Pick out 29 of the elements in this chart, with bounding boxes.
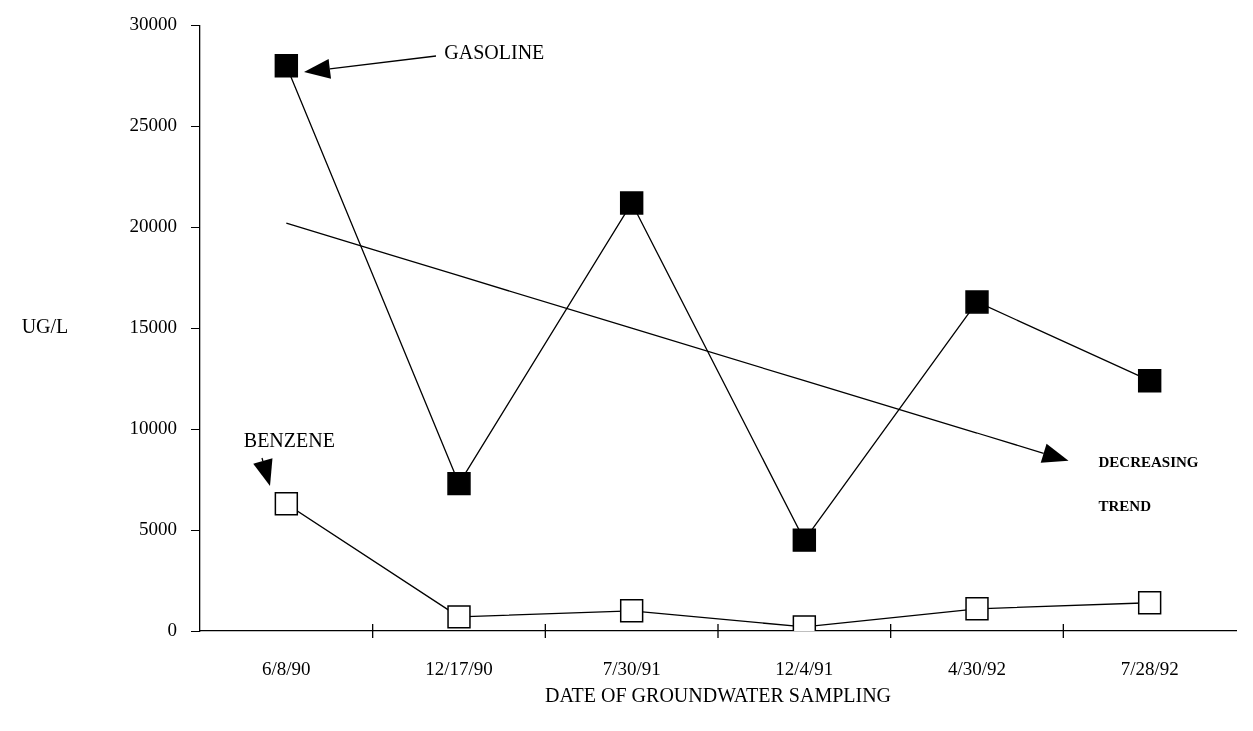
text: BENZENE [243,429,335,452]
x-tick-label: 12/4/91 [775,658,834,680]
y-tick-label: 5000 [139,518,177,540]
point [274,492,299,516]
y-tick-label: 30000 [129,13,177,35]
point [1137,368,1162,393]
x-tick-label: 4/30/92 [947,658,1007,680]
point [447,471,471,496]
point [792,528,817,552]
x-tick-label: 12/17/90 [425,658,493,680]
x-axis-title: DATE OF GROUNDWATER SAMPLING [544,684,892,707]
text: DECREASING TREND [1098,453,1199,514]
y-tick-label: 10000 [129,417,177,439]
point [619,191,644,215]
x-tick-label: 6/8/90 [262,658,311,680]
point [965,290,989,314]
y-tick-label: 25000 [129,114,177,136]
point [274,54,299,78]
point [447,605,471,629]
point [619,599,644,623]
x-tick-label: 7/30/91 [602,658,661,680]
y-axis-title: UG/L [21,315,69,338]
y-tick-label: 20000 [129,215,177,237]
y-tick-label: 15000 [129,316,177,338]
point [1137,591,1162,615]
text: GASOLINE [444,41,545,64]
x-tick-label: 7/28/92 [1120,658,1179,680]
point [965,597,989,621]
y-tick-label: 0 [167,618,177,640]
